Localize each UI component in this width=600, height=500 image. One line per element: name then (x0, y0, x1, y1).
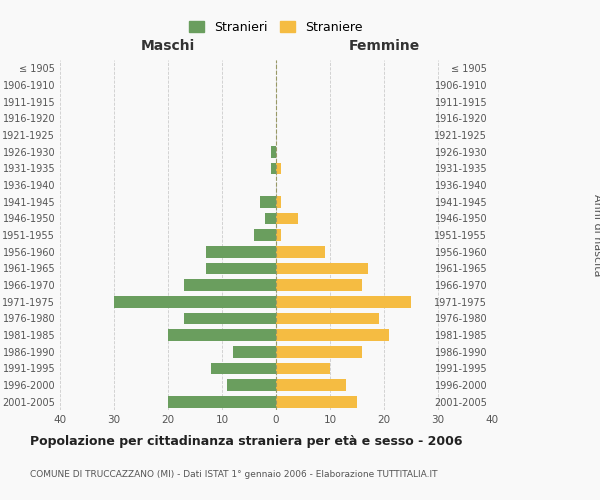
Bar (276, 196, 281, 207)
Text: Anni di nascita: Anni di nascita (592, 194, 600, 276)
Bar (276, 329, 389, 341)
Bar (206, 262, 276, 274)
Bar (265, 212, 276, 224)
Bar (276, 379, 346, 391)
Text: Femmine: Femmine (349, 40, 419, 54)
Bar (276, 346, 362, 358)
Bar (276, 312, 379, 324)
Bar (184, 279, 276, 291)
Bar (271, 146, 276, 158)
Bar (276, 262, 368, 274)
Bar (276, 246, 325, 258)
Bar (206, 246, 276, 258)
Text: Popolazione per cittadinanza straniera per età e sesso - 2006: Popolazione per cittadinanza straniera p… (30, 435, 463, 448)
Bar (114, 296, 276, 308)
Text: COMUNE DI TRUCCAZZANO (MI) - Dati ISTAT 1° gennaio 2006 - Elaborazione TUTTITALI: COMUNE DI TRUCCAZZANO (MI) - Dati ISTAT … (30, 470, 437, 479)
Bar (168, 329, 276, 341)
Bar (276, 362, 330, 374)
Bar (276, 212, 298, 224)
Bar (276, 162, 281, 174)
Bar (254, 229, 276, 241)
Bar (276, 296, 411, 308)
Bar (168, 396, 276, 407)
Bar (260, 196, 276, 207)
Bar (276, 396, 357, 407)
Bar (211, 362, 276, 374)
Bar (184, 312, 276, 324)
Bar (276, 279, 362, 291)
Bar (276, 229, 281, 241)
Legend: Stranieri, Straniere: Stranieri, Straniere (185, 18, 367, 38)
Text: Maschi: Maschi (141, 40, 195, 54)
Bar (271, 162, 276, 174)
Bar (227, 379, 276, 391)
Bar (233, 346, 276, 358)
